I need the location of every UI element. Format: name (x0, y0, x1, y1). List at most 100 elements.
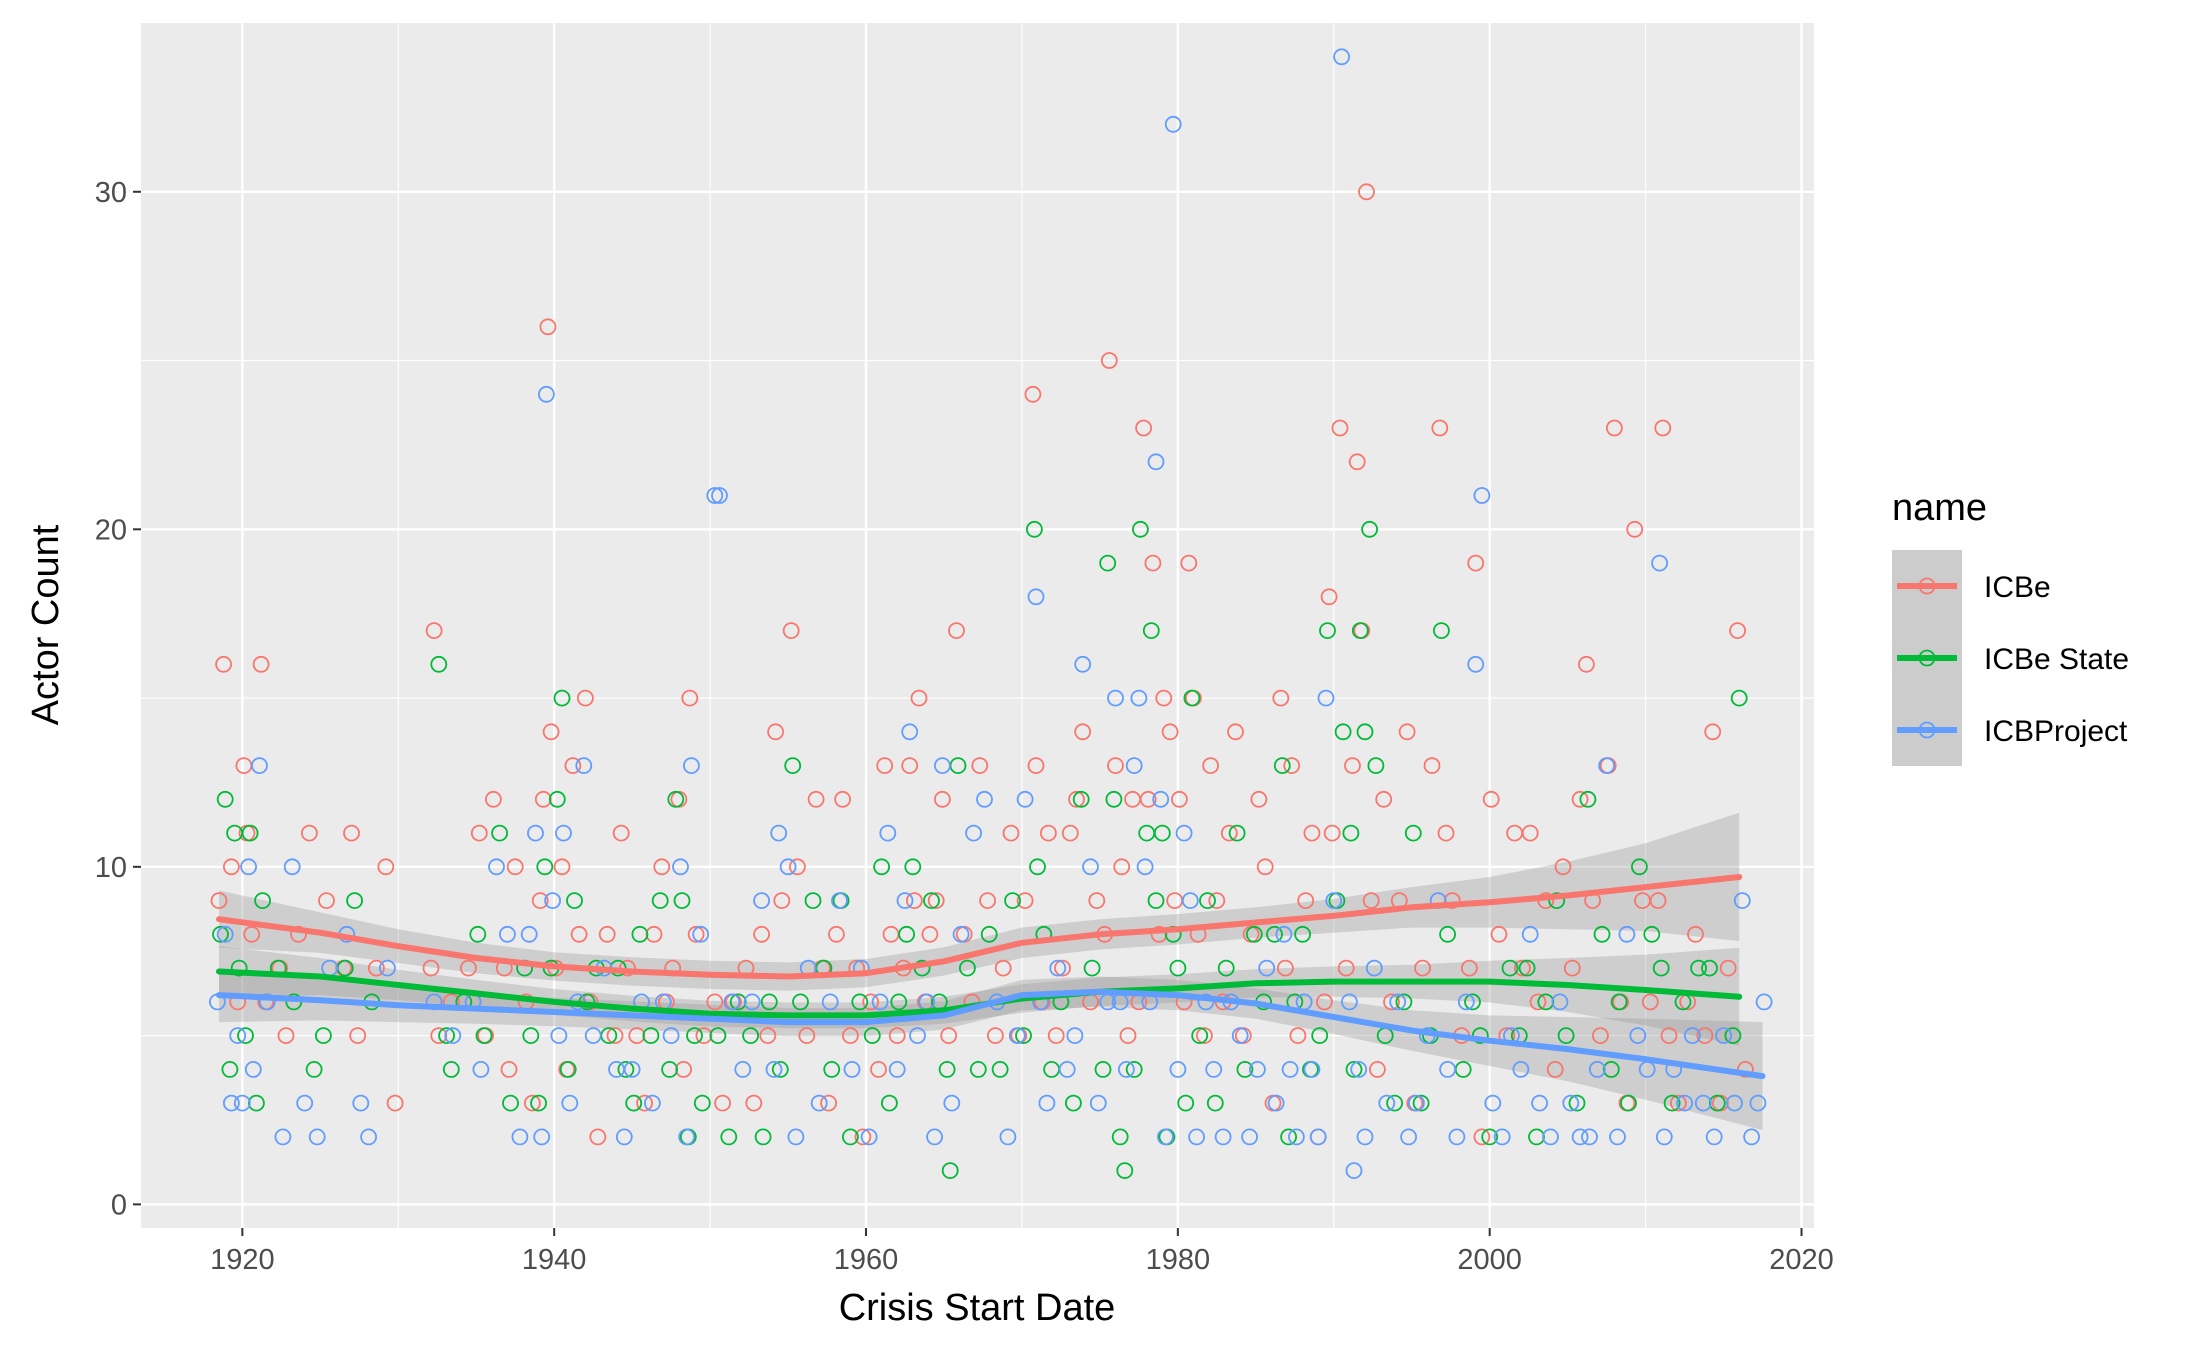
data-point (888, 1027, 906, 1044)
data-point (251, 757, 268, 774)
data-point (1350, 1061, 1368, 1078)
data-point (378, 959, 396, 977)
data-point (779, 858, 797, 876)
data-point (1351, 622, 1369, 639)
data-point (1554, 858, 1572, 876)
data-point (1099, 554, 1117, 572)
smooth-lines (216, 874, 1766, 1080)
data-point (1068, 790, 1085, 808)
data-point (692, 925, 710, 943)
data-point (1082, 858, 1099, 876)
x-tick-label: 1960 (834, 1244, 899, 1276)
data-point (820, 1094, 837, 1112)
data-point (681, 689, 699, 707)
data-point (926, 1128, 943, 1146)
data-point (538, 385, 555, 403)
data-point (798, 1027, 816, 1044)
data-point (1125, 757, 1143, 774)
data-point (888, 1061, 906, 1078)
data-point (828, 925, 845, 943)
data-point (1704, 723, 1722, 741)
data-point (1654, 419, 1672, 437)
data-point (1684, 1027, 1701, 1044)
data-point (1592, 1027, 1609, 1044)
data-point (940, 1027, 958, 1044)
data-point (308, 1128, 326, 1146)
data-point (1439, 925, 1456, 943)
data-point (862, 993, 880, 1011)
data-point (500, 1061, 518, 1078)
data-point (229, 1027, 247, 1044)
data-point (1008, 1027, 1026, 1044)
data-point (553, 858, 571, 876)
data-point (1620, 1094, 1637, 1112)
data-point (1026, 520, 1043, 538)
data-point (252, 655, 270, 673)
data-point (1157, 1128, 1174, 1146)
data-point (1016, 790, 1034, 808)
data-point (1701, 959, 1718, 977)
data-point (1729, 622, 1746, 639)
data-point (642, 1027, 660, 1044)
data-point (1542, 1128, 1559, 1146)
data-point (472, 1061, 490, 1078)
data-point (1663, 1094, 1681, 1112)
data-point (346, 892, 364, 909)
data-point (1345, 1162, 1363, 1179)
data-point (842, 1027, 859, 1044)
data-point (1362, 892, 1380, 909)
data-point (1061, 824, 1079, 842)
legend-item: ICBe (1892, 550, 2051, 622)
data-point (524, 1094, 541, 1112)
data-point (1311, 1027, 1329, 1044)
data-point (1205, 1061, 1223, 1078)
data-point (921, 925, 939, 943)
data-point (559, 1061, 577, 1078)
data-point (1181, 892, 1199, 909)
data-point (589, 1128, 607, 1146)
data-point (934, 757, 951, 774)
data-point (871, 993, 889, 1011)
data-point (1571, 790, 1589, 808)
data-point (1118, 1061, 1135, 1078)
data-point (1521, 925, 1539, 943)
data-point (1358, 183, 1375, 201)
data-point (243, 925, 261, 943)
data-point (444, 1027, 462, 1044)
data-point (244, 1061, 262, 1078)
data-point (753, 925, 770, 943)
data-point (1641, 993, 1659, 1011)
data-point (1228, 824, 1246, 842)
data-point (531, 892, 549, 909)
data-point (1404, 824, 1422, 842)
data-point (890, 993, 908, 1011)
data-point (1027, 588, 1045, 606)
data-point (876, 757, 894, 774)
data-point (570, 925, 588, 943)
data-point (1467, 554, 1485, 572)
data-point (1155, 689, 1173, 707)
data-point (720, 1128, 738, 1146)
data-point (709, 1027, 727, 1044)
data-point (438, 1027, 456, 1044)
data-point (1047, 1027, 1065, 1044)
data-point (233, 1094, 251, 1112)
data-point (459, 959, 477, 977)
data-point (770, 824, 788, 842)
data-point (686, 1027, 703, 1044)
data-point (1094, 1061, 1112, 1078)
data-point (1220, 824, 1238, 842)
data-point (1152, 790, 1170, 808)
grid-lines (141, 23, 1814, 1228)
data-point (810, 1094, 828, 1112)
data-point (1344, 757, 1361, 774)
data-point (765, 1061, 783, 1078)
data-point (542, 723, 560, 741)
data-point (502, 1094, 519, 1112)
data-point (1588, 1061, 1606, 1078)
data-point (1708, 1094, 1726, 1112)
data-point (1153, 824, 1171, 842)
data-point (1365, 959, 1383, 977)
data-point (1113, 858, 1131, 876)
data-point (661, 1061, 678, 1078)
